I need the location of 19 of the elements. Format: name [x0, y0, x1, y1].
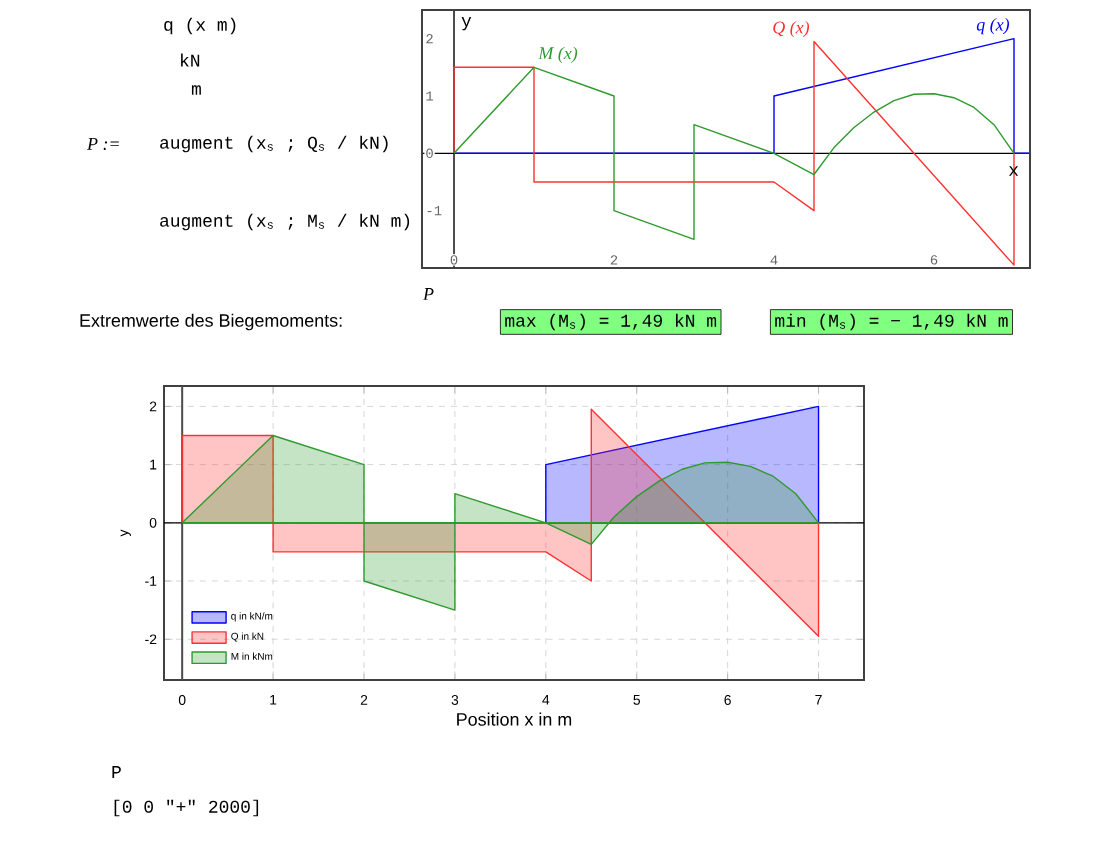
text: P [112, 766, 121, 778]
series-label: Q (x) [773, 20, 810, 38]
text: Extremwerte des Biegemoments: [80, 313, 342, 331]
series-label: M (x) [538, 46, 578, 63]
text: augment (x$_{s}$ ; Q$_{s}$ / kN) [160, 135, 388, 153]
series-label: q (x) [976, 18, 1010, 35]
text: kN [181, 53, 200, 67]
x-axis-title: Position x in m [457, 712, 572, 726]
line-series [453, 66, 1015, 241]
line-series [453, 40, 1015, 266]
text: q (x m) [164, 17, 236, 35]
text: max (M$_{s}$) = 1,49 kN m [505, 313, 717, 331]
text: augment (x$_{s}$ ; M$_{s}$ / kN m) [160, 213, 410, 231]
text: [0 0 "+" 2000] [114, 799, 259, 817]
y-axis-title: y [461, 17, 472, 31]
text: P [422, 288, 434, 300]
text: m [191, 85, 201, 95]
text: min (M$_{s}$) = − 1,49 kN m [775, 313, 1008, 331]
text: P := [86, 137, 119, 150]
